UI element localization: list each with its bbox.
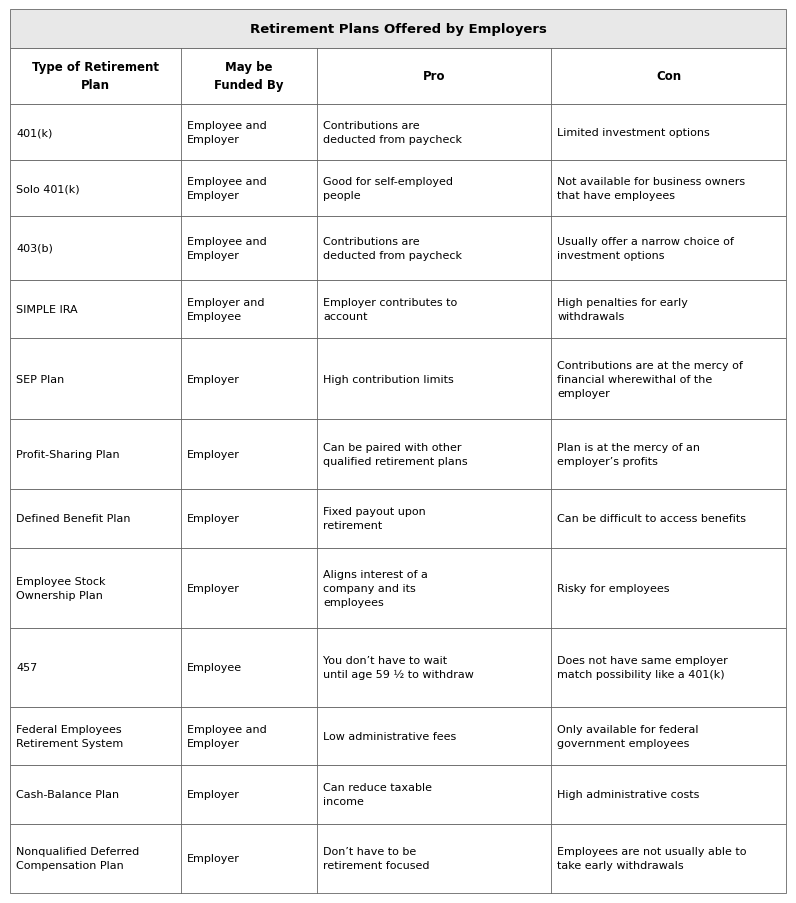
Text: Employer: Employer: [186, 853, 240, 863]
Bar: [10, 707, 786, 766]
Text: Employer: Employer: [186, 583, 240, 593]
Text: Employee and
Employer: Employee and Employer: [186, 121, 267, 144]
Text: Can reduce taxable
income: Can reduce taxable income: [323, 783, 432, 806]
Bar: [10, 489, 786, 548]
Bar: [10, 161, 786, 217]
Text: High administrative costs: High administrative costs: [557, 789, 700, 800]
Text: 403(b): 403(b): [16, 244, 53, 254]
Text: Employer and
Employee: Employer and Employee: [186, 297, 264, 321]
Text: Not available for business owners
that have employees: Not available for business owners that h…: [557, 177, 745, 201]
Text: Aligns interest of a
company and its
employees: Aligns interest of a company and its emp…: [323, 569, 428, 607]
Text: Does not have same employer
match possibility like a 401(k): Does not have same employer match possib…: [557, 656, 728, 680]
Text: Don’t have to be
retirement focused: Don’t have to be retirement focused: [323, 846, 430, 870]
Text: Defined Benefit Plan: Defined Benefit Plan: [16, 514, 131, 524]
Text: Usually offer a narrow choice of
investment options: Usually offer a narrow choice of investm…: [557, 237, 734, 261]
Text: Pro: Pro: [423, 70, 445, 83]
Text: May be
Funded By: May be Funded By: [214, 61, 283, 92]
Text: SEP Plan: SEP Plan: [16, 374, 64, 384]
Text: Solo 401(k): Solo 401(k): [16, 184, 80, 194]
Bar: [10, 824, 786, 893]
Text: Con: Con: [656, 70, 681, 83]
Text: Employee and
Employer: Employee and Employer: [186, 724, 267, 749]
Text: Federal Employees
Retirement System: Federal Employees Retirement System: [16, 724, 123, 749]
Bar: [10, 548, 786, 628]
Text: Retirement Plans Offered by Employers: Retirement Plans Offered by Employers: [250, 23, 546, 36]
Text: Employer: Employer: [186, 789, 240, 800]
Bar: [10, 49, 786, 105]
Text: Only available for federal
government employees: Only available for federal government em…: [557, 724, 699, 749]
Text: Can be difficult to access benefits: Can be difficult to access benefits: [557, 514, 746, 524]
Text: Good for self-employed
people: Good for self-employed people: [323, 177, 453, 201]
Text: You don’t have to wait
until age 59 ½ to withdraw: You don’t have to wait until age 59 ½ to…: [323, 656, 474, 680]
Bar: [10, 339, 786, 420]
Text: 401(k): 401(k): [16, 128, 53, 138]
Text: Nonqualified Deferred
Compensation Plan: Nonqualified Deferred Compensation Plan: [16, 846, 139, 870]
Text: Employees are not usually able to
take early withdrawals: Employees are not usually able to take e…: [557, 846, 747, 870]
Text: SIMPLE IRA: SIMPLE IRA: [16, 304, 78, 314]
Bar: [10, 217, 786, 280]
Text: Employee and
Employer: Employee and Employer: [186, 177, 267, 201]
Bar: [10, 105, 786, 161]
Text: Contributions are at the mercy of
financial wherewithal of the
employer: Contributions are at the mercy of financ…: [557, 360, 743, 398]
Text: Employee: Employee: [186, 663, 242, 673]
Bar: [10, 628, 786, 707]
Text: High penalties for early
withdrawals: High penalties for early withdrawals: [557, 297, 688, 321]
Text: Employer: Employer: [186, 514, 240, 524]
Bar: [10, 420, 786, 489]
Text: Employer contributes to
account: Employer contributes to account: [323, 297, 458, 321]
Text: Fixed payout upon
retirement: Fixed payout upon retirement: [323, 507, 426, 531]
Text: Plan is at the mercy of an
employer’s profits: Plan is at the mercy of an employer’s pr…: [557, 442, 700, 467]
Text: 457: 457: [16, 663, 37, 673]
Text: Type of Retirement
Plan: Type of Retirement Plan: [32, 61, 158, 92]
Text: Contributions are
deducted from paycheck: Contributions are deducted from paycheck: [323, 237, 462, 261]
Text: Profit-Sharing Plan: Profit-Sharing Plan: [16, 450, 119, 460]
Text: Limited investment options: Limited investment options: [557, 128, 710, 138]
Bar: [10, 766, 786, 824]
Text: Risky for employees: Risky for employees: [557, 583, 669, 593]
Text: Employee Stock
Ownership Plan: Employee Stock Ownership Plan: [16, 576, 106, 600]
Text: Cash-Balance Plan: Cash-Balance Plan: [16, 789, 119, 800]
Text: High contribution limits: High contribution limits: [323, 374, 454, 384]
Text: Employer: Employer: [186, 450, 240, 460]
Bar: [10, 10, 786, 49]
Text: Contributions are
deducted from paycheck: Contributions are deducted from paycheck: [323, 121, 462, 144]
Text: Can be paired with other
qualified retirement plans: Can be paired with other qualified retir…: [323, 442, 468, 467]
Text: Employer: Employer: [186, 374, 240, 384]
Text: Employee and
Employer: Employee and Employer: [186, 237, 267, 261]
Text: Low administrative fees: Low administrative fees: [323, 731, 456, 741]
Bar: [10, 280, 786, 339]
